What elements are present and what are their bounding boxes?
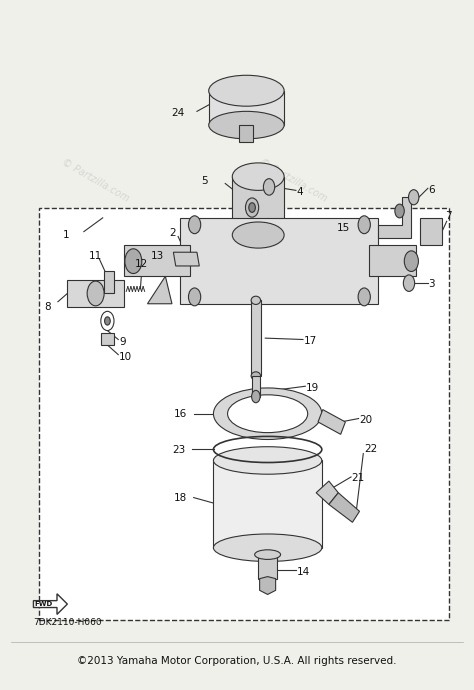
Circle shape bbox=[101, 311, 114, 331]
Polygon shape bbox=[147, 276, 172, 304]
Text: 17: 17 bbox=[303, 336, 317, 346]
Circle shape bbox=[246, 198, 259, 217]
Text: 19: 19 bbox=[306, 383, 319, 393]
Text: 5: 5 bbox=[201, 177, 208, 186]
Circle shape bbox=[252, 391, 260, 403]
Ellipse shape bbox=[213, 446, 322, 474]
Ellipse shape bbox=[255, 550, 281, 560]
Polygon shape bbox=[318, 410, 346, 434]
Polygon shape bbox=[232, 177, 284, 235]
Circle shape bbox=[358, 288, 370, 306]
Ellipse shape bbox=[213, 534, 322, 562]
Circle shape bbox=[358, 216, 370, 234]
Ellipse shape bbox=[232, 222, 284, 248]
Circle shape bbox=[264, 179, 275, 195]
Text: 2: 2 bbox=[170, 228, 176, 238]
Text: 15: 15 bbox=[337, 223, 350, 233]
Text: 11: 11 bbox=[89, 250, 102, 261]
Ellipse shape bbox=[232, 163, 284, 190]
Polygon shape bbox=[316, 481, 338, 504]
FancyBboxPatch shape bbox=[251, 300, 261, 376]
FancyBboxPatch shape bbox=[252, 376, 260, 397]
Text: © Partzilla.com: © Partzilla.com bbox=[258, 335, 329, 382]
FancyBboxPatch shape bbox=[104, 271, 115, 293]
Text: ©2013 Yamaha Motor Corporation, U.S.A. All rights reserved.: ©2013 Yamaha Motor Corporation, U.S.A. A… bbox=[77, 656, 397, 666]
Circle shape bbox=[403, 275, 415, 291]
Text: 7DK2110-H060: 7DK2110-H060 bbox=[34, 618, 102, 627]
Circle shape bbox=[125, 249, 142, 273]
Circle shape bbox=[105, 317, 110, 325]
Polygon shape bbox=[420, 218, 442, 246]
Ellipse shape bbox=[251, 372, 261, 380]
Text: 9: 9 bbox=[119, 337, 126, 346]
Polygon shape bbox=[209, 90, 284, 125]
Ellipse shape bbox=[209, 75, 284, 106]
Text: 3: 3 bbox=[428, 279, 435, 289]
Polygon shape bbox=[369, 246, 416, 276]
Text: 21: 21 bbox=[352, 473, 365, 483]
Ellipse shape bbox=[213, 388, 322, 440]
Polygon shape bbox=[378, 197, 411, 239]
Text: 8: 8 bbox=[44, 302, 50, 311]
Text: FWD: FWD bbox=[35, 601, 53, 607]
Ellipse shape bbox=[251, 296, 261, 304]
Text: © Partzilla.com: © Partzilla.com bbox=[60, 335, 131, 382]
Text: 6: 6 bbox=[428, 185, 435, 195]
Text: 7: 7 bbox=[445, 211, 452, 221]
Polygon shape bbox=[329, 493, 359, 522]
Text: 1: 1 bbox=[63, 230, 69, 240]
FancyBboxPatch shape bbox=[39, 208, 449, 620]
Circle shape bbox=[395, 204, 404, 218]
Text: 12: 12 bbox=[135, 259, 148, 269]
Text: 13: 13 bbox=[151, 250, 164, 261]
Text: © Partzilla.com: © Partzilla.com bbox=[258, 157, 329, 204]
Text: © Partzilla.com: © Partzilla.com bbox=[60, 493, 131, 540]
Polygon shape bbox=[67, 279, 124, 307]
Text: 20: 20 bbox=[359, 415, 372, 425]
Polygon shape bbox=[34, 594, 67, 614]
Polygon shape bbox=[213, 460, 322, 548]
Polygon shape bbox=[124, 246, 190, 276]
Circle shape bbox=[409, 190, 419, 205]
Text: 22: 22 bbox=[364, 444, 377, 455]
Ellipse shape bbox=[228, 395, 308, 433]
Text: 24: 24 bbox=[171, 108, 184, 118]
Polygon shape bbox=[173, 253, 199, 266]
Text: © Partzilla.com: © Partzilla.com bbox=[60, 157, 131, 204]
Text: 14: 14 bbox=[296, 566, 310, 577]
Circle shape bbox=[249, 203, 255, 213]
Ellipse shape bbox=[209, 111, 284, 139]
Polygon shape bbox=[260, 577, 276, 595]
Text: © Partzilla.com: © Partzilla.com bbox=[258, 493, 329, 540]
Text: 10: 10 bbox=[119, 352, 132, 362]
Text: 4: 4 bbox=[296, 188, 303, 197]
Text: 16: 16 bbox=[173, 409, 187, 420]
Text: 23: 23 bbox=[172, 445, 185, 455]
Circle shape bbox=[404, 251, 419, 271]
FancyBboxPatch shape bbox=[101, 333, 114, 345]
Polygon shape bbox=[239, 125, 254, 142]
Polygon shape bbox=[181, 218, 378, 304]
Polygon shape bbox=[258, 555, 277, 579]
Circle shape bbox=[189, 216, 201, 234]
Circle shape bbox=[87, 281, 104, 306]
Circle shape bbox=[189, 288, 201, 306]
Text: 18: 18 bbox=[173, 493, 187, 503]
